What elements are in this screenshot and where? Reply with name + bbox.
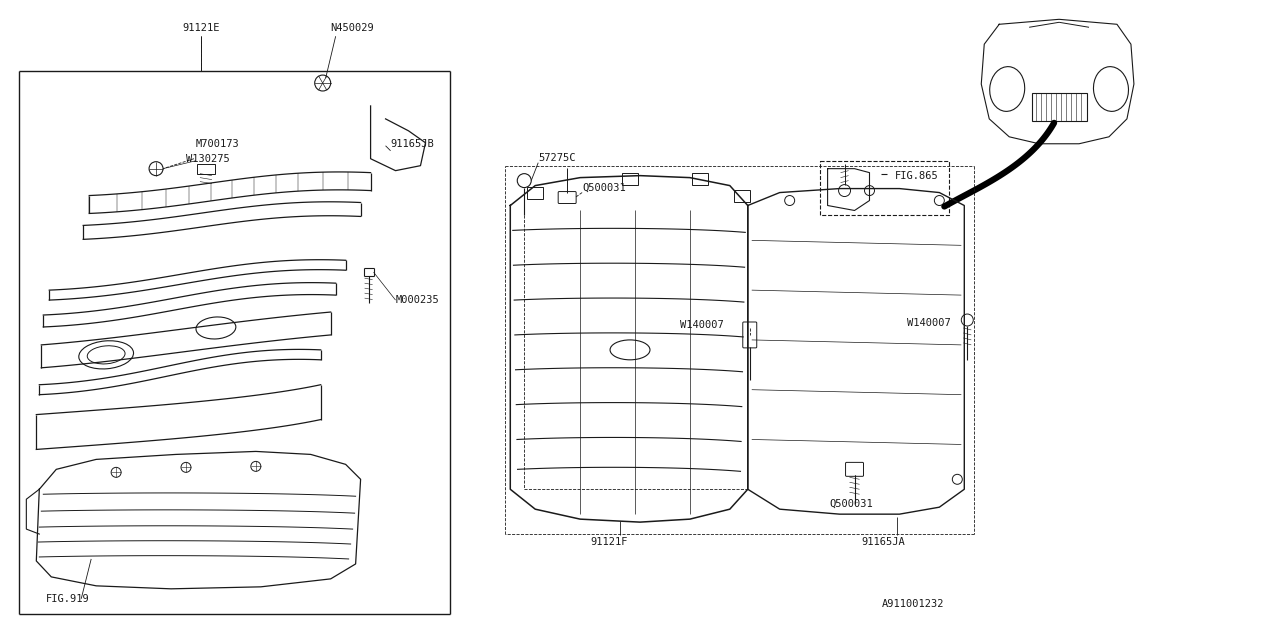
- Bar: [527, 187, 543, 198]
- Circle shape: [517, 173, 531, 188]
- Ellipse shape: [196, 317, 236, 339]
- Text: W130275: W130275: [186, 154, 229, 164]
- FancyBboxPatch shape: [742, 322, 756, 348]
- Text: N450029: N450029: [330, 23, 375, 33]
- Text: W140007: W140007: [908, 318, 951, 328]
- Circle shape: [148, 162, 163, 175]
- Circle shape: [785, 196, 795, 205]
- Circle shape: [952, 474, 963, 484]
- Circle shape: [934, 196, 945, 205]
- Circle shape: [838, 184, 850, 196]
- Circle shape: [111, 467, 122, 477]
- Text: 91121F: 91121F: [590, 537, 627, 547]
- FancyBboxPatch shape: [558, 191, 576, 204]
- Text: 91121E: 91121E: [182, 23, 220, 33]
- Text: A911001232: A911001232: [882, 599, 943, 609]
- Circle shape: [864, 186, 874, 196]
- FancyBboxPatch shape: [846, 462, 864, 476]
- Circle shape: [315, 75, 330, 91]
- Circle shape: [180, 462, 191, 472]
- Bar: [622, 173, 637, 184]
- Text: 91165JB: 91165JB: [390, 139, 434, 148]
- Bar: [1032, 93, 1087, 121]
- Text: FIG.919: FIG.919: [46, 594, 90, 604]
- Text: 91165JA: 91165JA: [861, 537, 905, 547]
- Text: Q500031: Q500031: [829, 499, 873, 509]
- Ellipse shape: [79, 340, 133, 369]
- Ellipse shape: [87, 346, 125, 364]
- Text: W140007: W140007: [680, 320, 723, 330]
- Text: 57275C: 57275C: [538, 153, 576, 163]
- Ellipse shape: [611, 340, 650, 360]
- Text: M000235: M000235: [396, 295, 439, 305]
- Bar: [733, 189, 750, 202]
- Circle shape: [251, 461, 261, 471]
- Bar: [819, 161, 950, 216]
- Bar: [692, 173, 708, 184]
- Bar: [197, 164, 215, 173]
- Text: Q500031: Q500031: [582, 182, 626, 193]
- Text: FIG.865: FIG.865: [895, 171, 938, 180]
- Text: M700173: M700173: [196, 139, 239, 148]
- Circle shape: [961, 314, 973, 326]
